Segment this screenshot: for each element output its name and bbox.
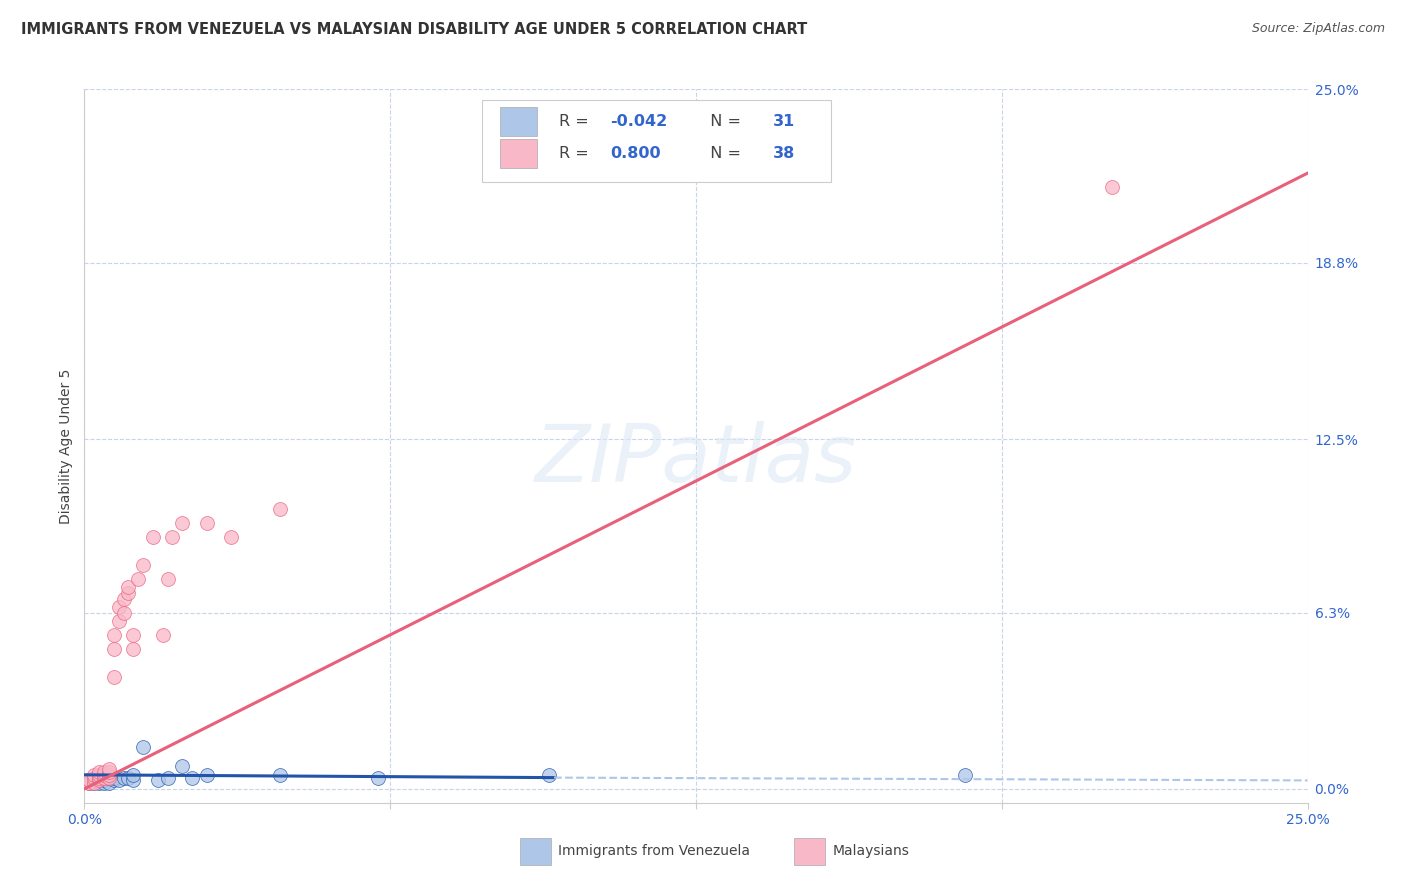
Point [103,628,125,642]
Point [77,773,100,788]
Point [103,670,125,684]
Text: 38: 38 [773,146,796,161]
Point [93,773,115,788]
Point [87,768,110,782]
Point [156,572,179,586]
Point [87,773,110,788]
Text: 31: 31 [773,114,796,128]
Point [77,776,100,790]
Point [97,776,120,790]
Text: N =: N = [700,114,745,128]
FancyBboxPatch shape [482,100,831,182]
Text: 0.800: 0.800 [610,146,661,161]
Point [122,773,145,788]
Point [97,771,120,785]
Point [93,771,115,785]
Point [103,773,125,788]
Point [93,768,115,782]
Text: -0.042: -0.042 [610,114,668,128]
Point [87,773,110,788]
Point [93,776,115,790]
Point [97,771,120,785]
Point [112,606,135,620]
Point [367,771,389,785]
Text: R =: R = [560,146,593,161]
Point [93,768,115,782]
Point [132,558,155,572]
Point [122,641,145,656]
Point [83,776,105,790]
Point [103,771,125,785]
Point [172,759,194,773]
Point [97,762,120,776]
Point [219,530,242,544]
Point [117,580,139,594]
Text: ZIPatlas: ZIPatlas [534,421,858,500]
Bar [501,107,537,136]
Point [1101,180,1123,194]
Point [83,773,105,788]
Bar [501,139,537,168]
Point [122,628,145,642]
Text: Immigrants from Venezuela: Immigrants from Venezuela [558,844,751,858]
Point [181,771,204,785]
Point [112,771,135,785]
Point [83,776,105,790]
Y-axis label: Disability Age Under 5: Disability Age Under 5 [59,368,73,524]
Point [93,764,115,779]
Point [77,776,100,790]
Point [152,628,174,642]
Point [97,768,120,782]
Point [117,586,139,600]
Point [953,768,976,782]
Text: N =: N = [700,146,745,161]
Point [87,776,110,790]
Point [87,771,110,785]
Text: R =: R = [560,114,593,128]
Point [103,641,125,656]
Text: Malaysians: Malaysians [832,844,910,858]
Point [172,516,194,530]
Point [195,768,218,782]
Point [97,768,120,782]
Text: Source: ZipAtlas.com: Source: ZipAtlas.com [1251,22,1385,36]
Point [83,771,105,785]
Text: IMMIGRANTS FROM VENEZUELA VS MALAYSIAN DISABILITY AGE UNDER 5 CORRELATION CHART: IMMIGRANTS FROM VENEZUELA VS MALAYSIAN D… [21,22,807,37]
Point [156,771,179,785]
Point [83,771,105,785]
Point [162,530,184,544]
Point [77,773,100,788]
Point [195,516,218,530]
Point [112,591,135,606]
Point [87,771,110,785]
Point [107,599,129,614]
Point [122,768,145,782]
Point [538,768,561,782]
Point [132,739,155,754]
Point [127,572,149,586]
Point [97,764,120,779]
Point [107,614,129,628]
Point [107,773,129,788]
Point [146,773,169,788]
Point [142,530,165,544]
Point [87,764,110,779]
Point [269,502,291,516]
Point [117,771,139,785]
Point [83,768,105,782]
Point [269,768,291,782]
